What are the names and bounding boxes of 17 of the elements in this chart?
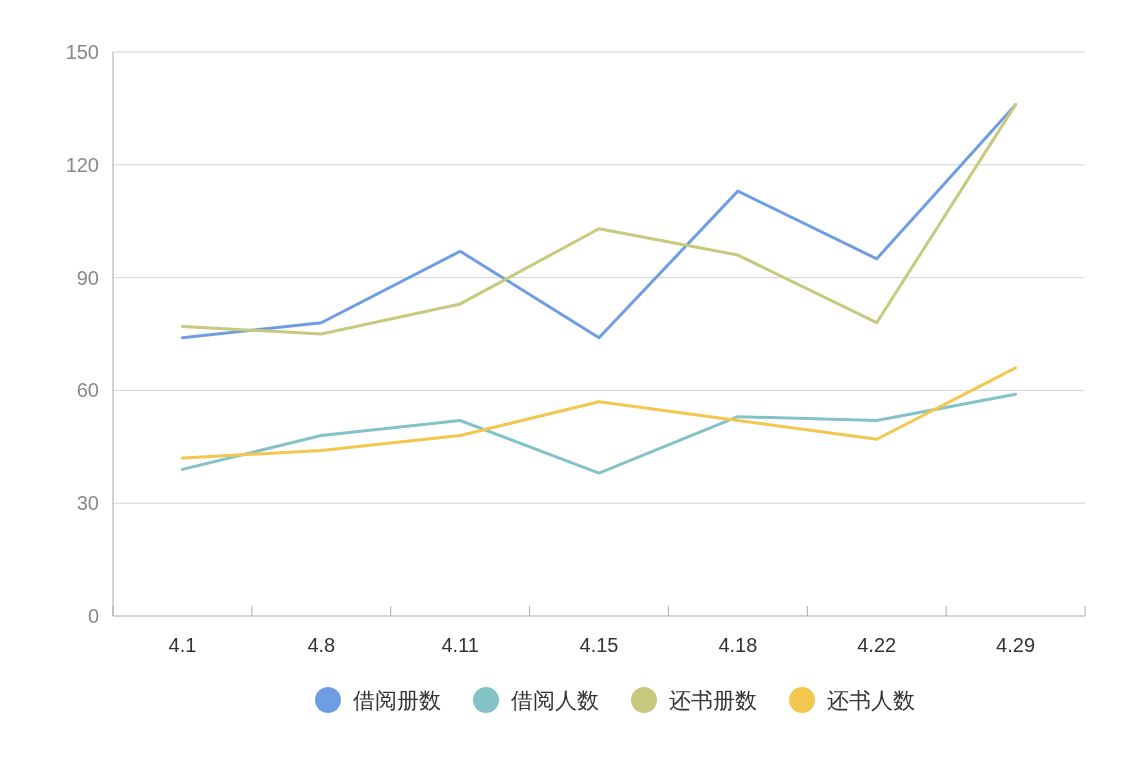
x-tick-label: 4.18 bbox=[718, 634, 758, 656]
x-tick-label: 4.22 bbox=[857, 634, 897, 656]
legend-label: 借阅册数 bbox=[353, 688, 441, 713]
x-tick-label: 4.11 bbox=[441, 634, 479, 656]
y-tick-label: 120 bbox=[65, 153, 99, 176]
x-tick-label: 4.15 bbox=[579, 634, 619, 656]
y-tick-label: 30 bbox=[76, 492, 99, 515]
y-tick-label: 150 bbox=[65, 41, 99, 63]
x-tick-label: 4.1 bbox=[168, 634, 197, 656]
legend-label: 借阅人数 bbox=[511, 688, 599, 713]
y-tick-label: 90 bbox=[76, 266, 99, 289]
y-tick-label: 0 bbox=[87, 605, 99, 627]
legend-label: 还书册数 bbox=[669, 688, 757, 713]
x-tick-label: 4.29 bbox=[996, 634, 1036, 656]
y-tick-label: 60 bbox=[76, 379, 99, 402]
x-tick-label: 4.8 bbox=[307, 634, 336, 656]
legend-label: 还书人数 bbox=[827, 688, 915, 713]
